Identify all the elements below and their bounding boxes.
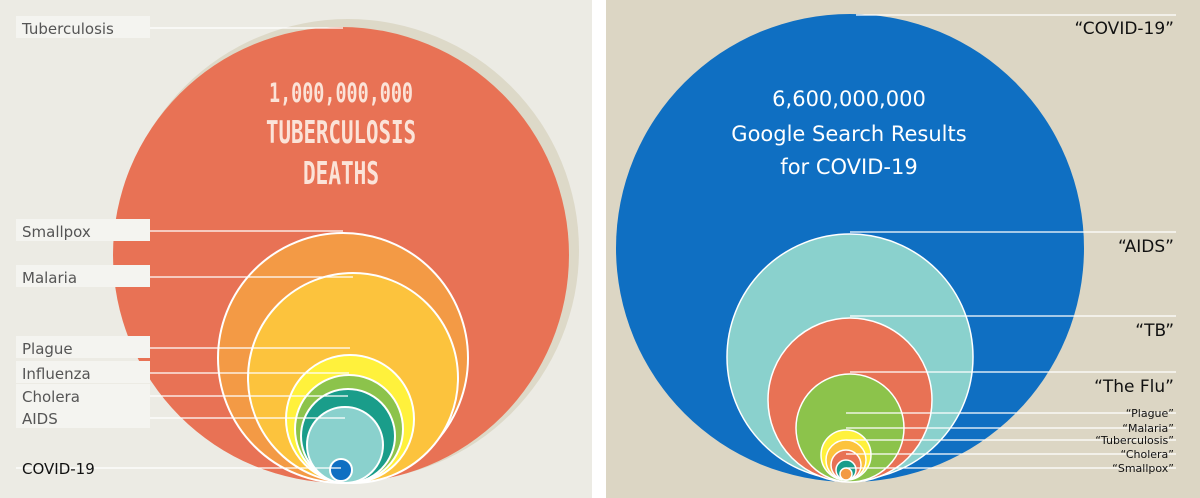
deaths-bubble-diagram: Tuberculosis Smallpox Malaria Plague Influen… xyxy=(0,0,592,498)
label-box-cholera xyxy=(16,384,150,406)
label-malaria: Malaria xyxy=(22,269,77,287)
label-cholera: “Cholera” xyxy=(1121,448,1174,461)
headline-line-2: Google Search Results xyxy=(731,122,966,146)
right-panel-search-results: “COVID-19” “AIDS” “TB” “The Flu” “Plague” “Ma… xyxy=(606,0,1200,498)
label-tuberculosis: Tuberculosis xyxy=(21,20,114,38)
label-box-influenza xyxy=(16,361,150,383)
label-plague: Plague xyxy=(22,340,73,358)
label-aids: “AIDS” xyxy=(1118,237,1174,257)
left-panel-disease-deaths: Tuberculosis Smallpox Malaria Plague Influen… xyxy=(0,0,592,498)
label-smallpox: “Smallpox” xyxy=(1112,462,1174,475)
headline-line-1: 6,600,000,000 xyxy=(772,87,926,111)
label-box-tuberculosis xyxy=(16,16,150,38)
circle-smallpox xyxy=(839,467,853,481)
label-influenza: Influenza xyxy=(22,365,91,383)
headline-line-3: for COVID-19 xyxy=(780,155,917,179)
headline-line-1: 1,000,000,000 xyxy=(269,78,413,109)
label-covid-19: “COVID-19” xyxy=(1075,19,1174,39)
search-results-bubble-diagram: “COVID-19” “AIDS” “TB” “The Flu” “Plague” “Ma… xyxy=(606,0,1200,498)
circle-covid-19 xyxy=(329,458,353,482)
label-box-smallpox xyxy=(16,219,150,241)
label-the-flu: “The Flu” xyxy=(1094,377,1174,397)
label-covid-19: COVID-19 xyxy=(22,460,95,478)
label-box-aids xyxy=(16,406,150,428)
label-cholera: Cholera xyxy=(22,388,80,406)
label-box-plague xyxy=(16,336,150,358)
circle-aids xyxy=(306,406,384,484)
headline-line-2: TUBERCULOSIS xyxy=(266,115,416,151)
label-aids: AIDS xyxy=(22,410,58,428)
label-smallpox: Smallpox xyxy=(22,223,91,241)
label-tb: “TB” xyxy=(1135,321,1174,341)
label-box-malaria xyxy=(16,265,150,287)
label-tuberculosis: “Tuberculosis” xyxy=(1095,434,1174,447)
label-plague: “Plague” xyxy=(1126,407,1174,420)
label-malaria: “Malaria” xyxy=(1122,422,1174,435)
headline-line-3: DEATHS xyxy=(303,156,379,192)
